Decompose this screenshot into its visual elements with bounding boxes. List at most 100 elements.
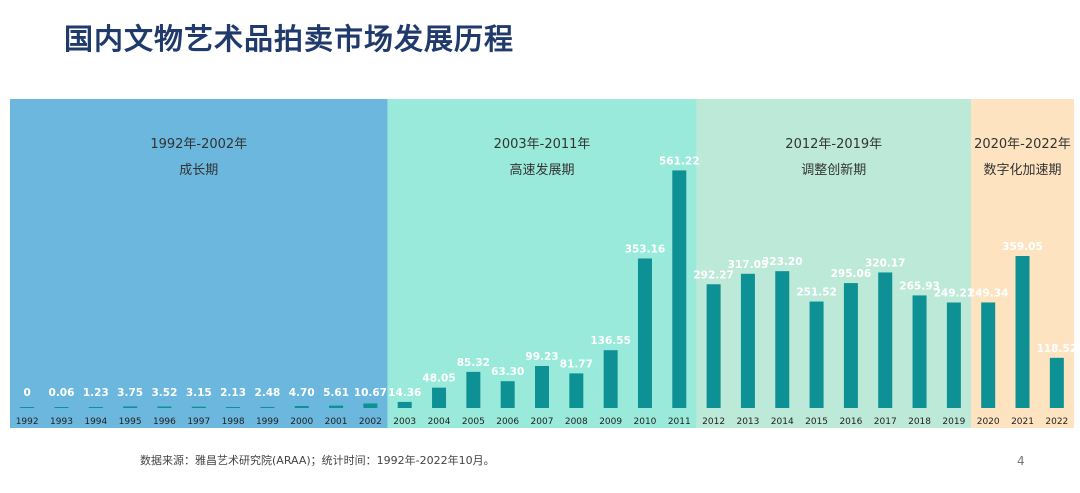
value-label-2014: 323.20 [762,256,803,268]
value-label-2011: 561.22 [659,155,700,167]
page-number: 4 [1017,454,1025,468]
period-name-label: 调整创新期 [801,162,866,178]
year-label-2019: 2019 [942,417,965,427]
year-label-2005: 2005 [462,417,485,427]
bar-2017 [878,272,893,408]
value-label-1998: 2.13 [220,387,246,399]
value-label-1993: 0.06 [49,387,75,399]
year-label-2007: 2007 [531,417,554,427]
bar-2021 [1015,256,1030,408]
bar-1995 [123,406,138,408]
value-label-1999: 2.48 [254,387,280,399]
bar-2004 [432,387,447,408]
bar-2005 [466,371,481,408]
bar-1996 [157,406,172,408]
bar-2008 [569,373,584,408]
value-label-2015: 251.52 [796,287,837,299]
year-label-1998: 1998 [222,417,245,427]
year-label-2013: 2013 [736,417,759,427]
bar-2020 [981,302,996,408]
value-label-2002: 10.67 [354,387,387,399]
bar-2022 [1049,357,1064,408]
year-label-2014: 2014 [771,417,794,427]
year-label-2015: 2015 [805,417,828,427]
value-label-2003: 14.36 [388,387,421,399]
year-label-1994: 1994 [84,417,107,427]
bar-2003 [397,401,412,408]
year-label-2003: 2003 [393,417,416,427]
year-label-2016: 2016 [839,417,862,427]
value-label-1995: 3.75 [117,387,143,399]
bar-2010 [637,258,652,408]
year-label-2001: 2001 [325,417,348,427]
bar-2013 [740,273,755,408]
value-label-1996: 3.52 [151,387,177,399]
value-label-2010: 353.16 [625,243,666,255]
value-label-1992: 0 [24,387,31,399]
period-name-label: 高速发展期 [509,162,574,178]
bar-2001 [329,405,344,408]
data-source-note: 数据来源：雅昌艺术研究院(ARAA)；统计时间：1992年-2022年10月。 [140,454,495,467]
year-label-2022: 2022 [1045,417,1068,427]
value-label-2016: 295.06 [831,268,872,280]
value-label-2019: 249.21 [934,288,975,300]
bar-2019 [946,302,961,408]
year-label-2010: 2010 [634,417,657,427]
value-label-2005: 85.32 [457,357,490,369]
value-label-2020: 249.34 [968,287,1009,299]
bar-2006 [500,381,515,408]
year-label-2006: 2006 [496,417,519,427]
value-label-2001: 5.61 [323,387,349,399]
page-title: 国内文物艺术品拍卖市场发展历程 [64,22,515,56]
year-label-1997: 1997 [187,417,210,427]
period-name-label: 成长期 [179,163,218,178]
year-label-1996: 1996 [153,417,176,427]
year-label-1999: 1999 [256,417,279,427]
year-label-2018: 2018 [908,417,931,427]
period-range-label: 1992年-2002年 [150,137,247,152]
bar-2007 [535,365,549,408]
year-label-1992: 1992 [16,417,39,427]
year-label-2017: 2017 [874,417,897,427]
period-range-label: 2020年-2022年 [974,137,1071,152]
period-band-1 [10,99,388,428]
bar-2011 [672,170,687,408]
year-label-2002: 2002 [359,417,382,427]
bar-1992 [20,407,35,408]
bar-2000 [294,406,309,408]
value-label-1994: 1.23 [83,387,109,399]
year-label-2012: 2012 [702,417,725,427]
bar-2012 [706,284,721,408]
year-label-2004: 2004 [428,417,451,427]
year-label-2020: 2020 [977,417,1000,427]
value-label-2009: 136.55 [590,335,631,347]
value-label-1997: 3.15 [186,387,212,399]
period-range-label: 2012年-2019年 [785,137,882,152]
bar-1994 [88,407,103,408]
bar-2018 [912,295,927,408]
value-label-2007: 99.23 [525,351,558,363]
value-label-2013: 317.05 [728,259,769,271]
bar-1998 [226,407,241,408]
period-name-label: 数字化加速期 [984,163,1062,178]
value-label-2006: 63.30 [491,366,524,378]
value-label-2022: 118.52 [1037,343,1078,355]
value-label-2018: 265.93 [899,280,940,292]
value-label-2017: 320.17 [865,257,906,269]
value-label-2004: 48.05 [422,373,455,385]
bar-2016 [843,283,858,408]
bar-1999 [260,406,275,408]
bar-1997 [191,406,206,408]
year-label-2000: 2000 [290,417,313,427]
value-label-2008: 81.77 [560,358,593,370]
bar-2014 [775,271,790,408]
value-label-2000: 4.70 [289,387,315,399]
bar-1993 [54,407,69,408]
period-range-label: 2003年-2011年 [494,137,591,152]
year-label-2021: 2021 [1011,417,1034,427]
value-label-2012: 292.27 [693,269,734,281]
bar-2015 [809,301,824,408]
value-label-2021: 359.05 [1002,241,1043,253]
bar-2002 [363,403,378,408]
